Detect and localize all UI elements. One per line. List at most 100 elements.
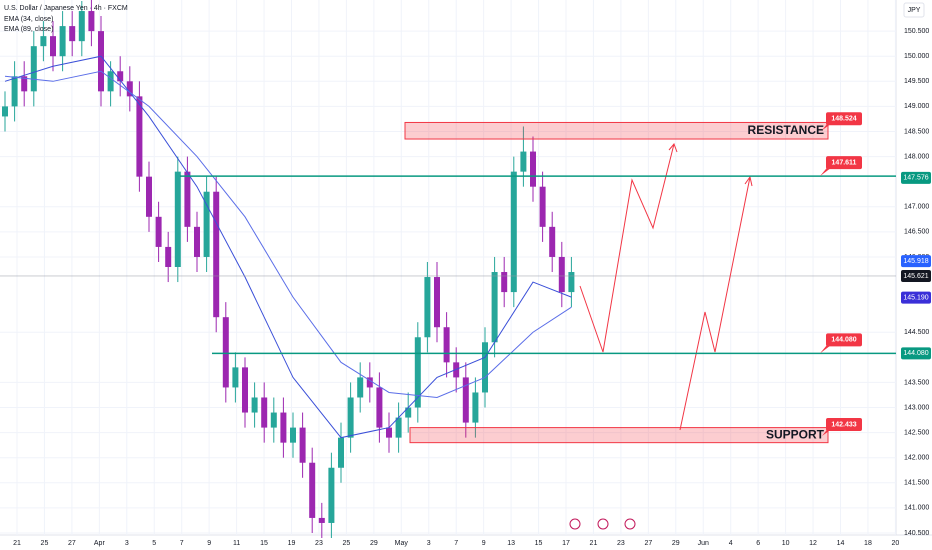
candle-body [424,277,431,338]
candle-body [59,26,66,57]
candle-body [482,342,488,393]
event-icon[interactable] [569,518,581,530]
candle-body [203,191,210,257]
axis-badge [901,171,931,184]
x-tick-label: 27 [68,540,76,547]
zone [409,427,829,444]
projection-path [579,143,675,353]
candle-body [242,367,248,413]
projection-path [679,176,751,431]
candle-body [155,216,162,247]
zone-badge-label: 148.524 [831,116,856,123]
zone-label: RESISTANCE [748,123,824,137]
currency-label[interactable]: JPY [908,7,921,14]
candle-body [443,327,450,363]
event-icon[interactable] [624,518,636,530]
zone-badge-label: 142.433 [831,421,856,428]
candle-body [520,151,527,172]
axis-badge [901,255,931,268]
x-tick-label: Jun [698,540,709,547]
candle-body [434,277,440,328]
x-tick-label: 29 [672,540,680,547]
x-tick-label: 12 [809,540,817,547]
x-tick-label: 15 [260,540,268,547]
candle-body [194,226,200,257]
candle-body [174,171,181,267]
candle-body [501,272,508,293]
symbol-title: U.S. Dollar / Japanese Yen · 4h · FXCM [4,5,128,12]
x-tick-label: 23 [617,540,625,547]
y-tick-label: 147.000 [904,204,929,211]
x-tick-label: 9 [207,540,211,547]
event-icon[interactable] [597,518,609,530]
x-tick-label: 25 [343,540,351,547]
x-tick-label: 18 [864,540,872,547]
y-tick-label: 146.500 [904,229,929,236]
candle-body [539,186,546,227]
axis-badge-label: 144.080 [903,350,928,357]
candle-body [376,387,383,428]
x-tick-label: 27 [644,540,652,547]
axis-badge [901,291,931,304]
y-tick-label: 148.500 [904,128,929,135]
candle-body [558,256,565,293]
x-tick-label: 3 [125,540,129,547]
candle-body [510,171,517,293]
candle-body [395,417,402,438]
x-tick-label: 10 [782,540,790,547]
axis-badge-label: 147.576 [903,175,928,182]
candle-body [347,397,354,438]
currency-button[interactable] [903,2,925,18]
axis-badge-label: 145.190 [903,294,928,301]
y-tick-label: 143.000 [904,404,929,411]
plot [0,0,896,539]
y-tick-label: 142.500 [904,429,929,436]
candle-body [309,462,316,518]
candle-body [405,407,412,418]
candle-body [117,71,124,82]
candle-body [491,272,498,343]
y-tick-label: 141.500 [904,480,929,487]
y-tick-label: 148.000 [904,153,929,160]
event-icons [569,518,636,530]
candle-body [165,246,172,267]
y-tick-label: 149.000 [904,103,929,110]
candle-body [414,337,421,408]
candle-body [21,76,28,92]
candle-body [146,176,152,217]
y-tick-label: 141.000 [904,505,929,512]
x-tick-label: 21 [13,540,21,547]
y-tick-label: 144.500 [904,329,929,336]
candle-body [261,397,268,428]
projection-arrows [579,143,753,431]
axis-badge [901,347,931,360]
x-tick-label: 25 [41,540,49,547]
candle-body [280,412,287,443]
x-tick-label: 29 [370,540,378,547]
candle-body [290,427,296,443]
candle-body [107,71,114,92]
y-tick-label: 150.000 [904,53,929,60]
candle-body [184,171,191,227]
candle-body [222,317,229,388]
zone-badge [826,112,862,126]
candle-body [251,397,258,413]
axis-badge-label: 145.621 [903,273,928,280]
overlay: 140.500 141.000 141.500 142.000 142.500 143.0… [13,28,931,547]
y-tick-label: 140.500 [904,530,929,537]
x-tick-label: 20 [892,540,900,547]
candle-body [318,517,325,523]
x-tick-label: 21 [590,540,598,547]
y-tick-label: 143.500 [904,379,929,386]
arrow-head [668,143,678,153]
zone [404,121,829,140]
candle-body [11,76,18,107]
x-tick-label: Apr [94,540,106,547]
candle-body [98,31,104,92]
axis-badge-label: 145.918 [903,258,928,265]
ema-line [4,55,572,439]
x-tick-label: 5 [152,540,156,547]
zone-label: SUPPORT [766,427,825,441]
candle-body [338,437,344,468]
